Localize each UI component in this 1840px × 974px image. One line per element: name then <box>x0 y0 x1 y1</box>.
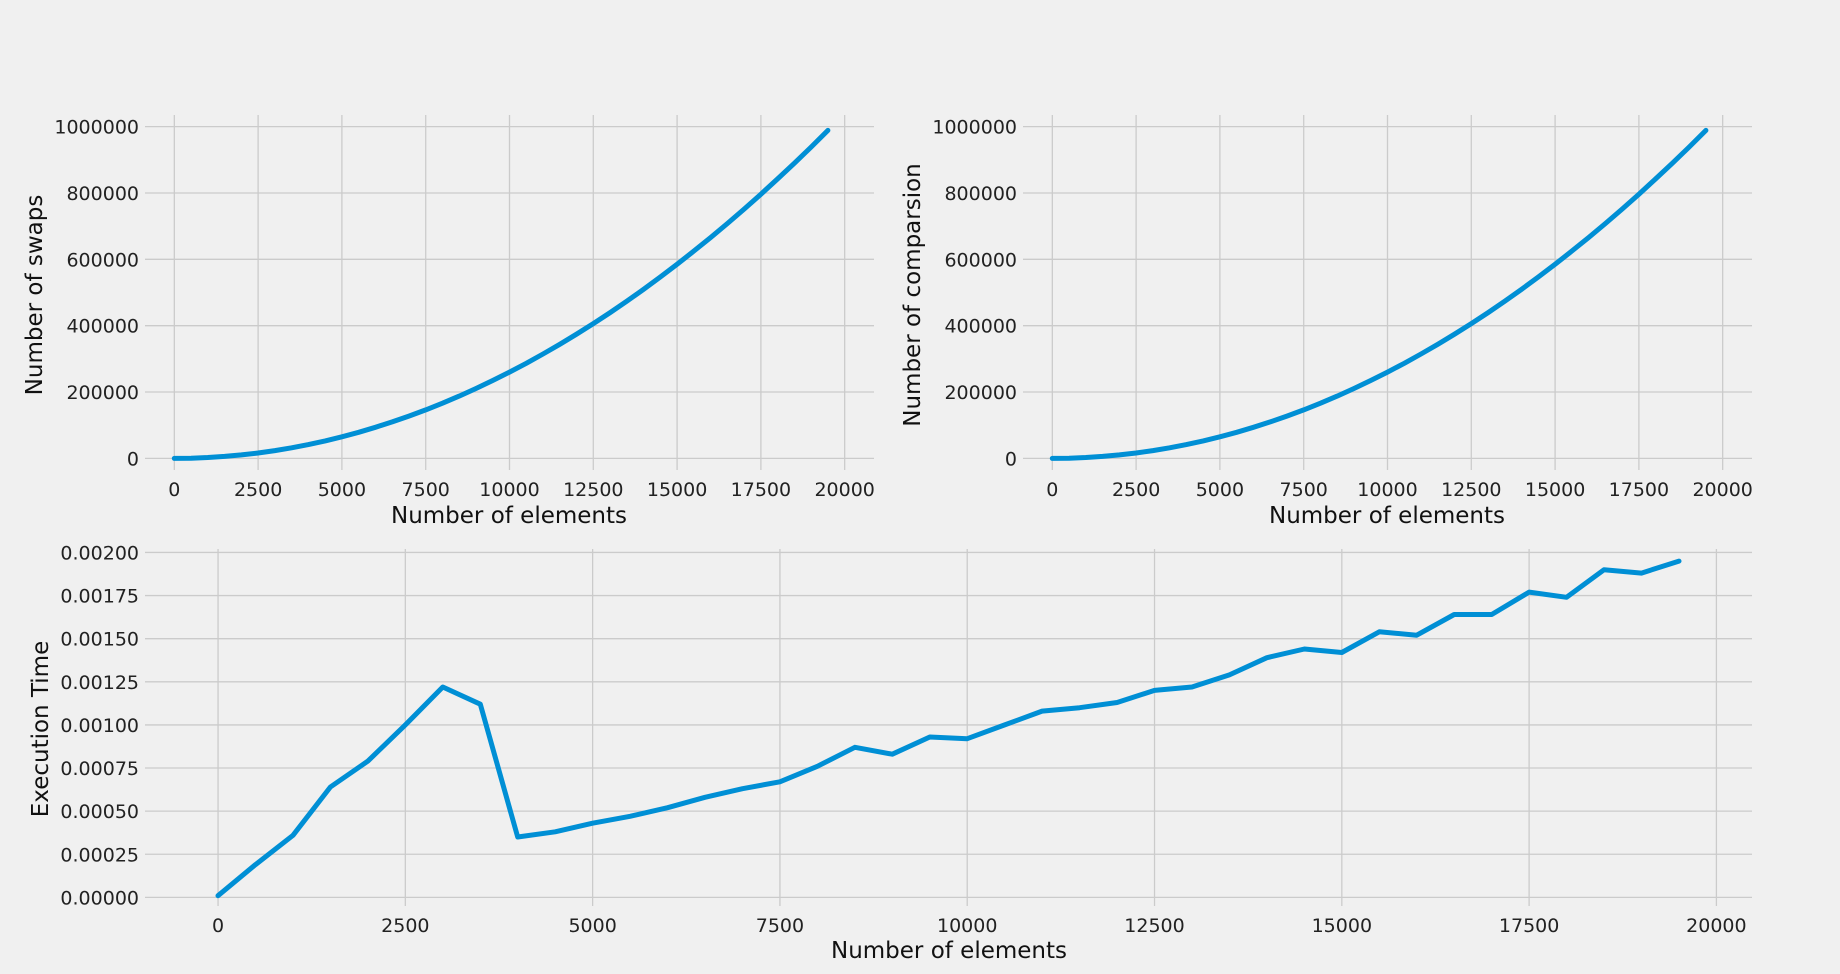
swaps-chart: 0 2500 5000 7500 10000 12500 15000 17500 20000 0… <box>22 115 875 529</box>
swaps-y-tick-label: 0 <box>127 448 139 470</box>
exec-y-tick-label: 0.00150 <box>60 629 139 651</box>
comparisons-x-tick-label: 0 <box>1046 479 1058 501</box>
swaps-y-tick-label: 800000 <box>66 183 139 205</box>
exec-y-tick-label: 0.00175 <box>60 586 139 608</box>
swaps-y-tick-label: 1000000 <box>54 117 139 139</box>
exec-x-tick-label: 10000 <box>937 915 997 937</box>
swaps-x-tick-label: 10000 <box>479 479 539 501</box>
exec-y-tick-label: 0.00200 <box>60 542 139 564</box>
swaps-y-tick-label: 400000 <box>66 316 139 338</box>
swaps-y-tick-label: 600000 <box>66 249 139 271</box>
comparisons-y-tick-label: 400000 <box>944 316 1017 338</box>
comparisons-series-line <box>1049 127 1709 461</box>
exec-x-tick-label: 12500 <box>1124 915 1184 937</box>
comparisons-x-axis-label: Number of elements <box>1269 503 1505 529</box>
comparisons-x-tick-label: 17500 <box>1609 479 1669 501</box>
swaps-x-tick-label: 7500 <box>402 479 450 501</box>
exec-y-axis-label: Execution Time <box>28 641 54 817</box>
comparisons-y-tick-label: 1000000 <box>932 117 1017 139</box>
swaps-series-line <box>171 127 831 461</box>
comparisons-y-axis-label: Number of comparsion <box>900 163 926 426</box>
swaps-x-tick-label: 5000 <box>318 479 366 501</box>
execution-time-chart: 0 2500 5000 7500 10000 12500 15000 17500 20000 0… <box>28 542 1752 964</box>
comparisons-y-tick-label: 600000 <box>944 249 1017 271</box>
exec-x-tick-label: 7500 <box>756 915 804 937</box>
comparisons-chart: 0 2500 5000 7500 10000 12500 15000 17500 20000 0… <box>900 115 1753 529</box>
exec-x-axis-label: Number of elements <box>831 938 1067 964</box>
comparisons-y-tick-label: 0 <box>1005 448 1017 470</box>
swaps-x-tick-label: 0 <box>168 479 180 501</box>
comparisons-x-tick-label: 7500 <box>1280 479 1328 501</box>
exec-x-tick-label: 17500 <box>1499 915 1559 937</box>
exec-x-tick-label: 0 <box>212 915 224 937</box>
swaps-x-tick-label: 20000 <box>814 479 874 501</box>
comparisons-y-tick-label: 200000 <box>944 382 1017 404</box>
swaps-x-axis-label: Number of elements <box>391 503 627 529</box>
comparisons-x-tick-label: 5000 <box>1196 479 1244 501</box>
exec-y-tick-label: 0.00075 <box>60 758 139 780</box>
exec-x-tick-label: 5000 <box>568 915 616 937</box>
comparisons-x-tick-label: 10000 <box>1357 479 1417 501</box>
execution-time-series-line <box>215 558 1682 899</box>
exec-y-tick-label: 0.00025 <box>60 844 139 866</box>
comparisons-x-tick-label: 15000 <box>1525 479 1585 501</box>
swaps-y-axis-label: Number of swaps <box>22 195 48 396</box>
exec-y-tick-label: 0.00125 <box>60 672 139 694</box>
comparisons-x-tick-label: 12500 <box>1441 479 1501 501</box>
swaps-x-tick-label: 17500 <box>731 479 791 501</box>
swaps-x-tick-label: 2500 <box>234 479 282 501</box>
comparisons-x-tick-label: 20000 <box>1692 479 1752 501</box>
exec-y-tick-label: 0.00100 <box>60 715 139 737</box>
comparisons-x-tick-label: 2500 <box>1112 479 1160 501</box>
exec-y-tick-label: 0.00050 <box>60 801 139 823</box>
comparisons-y-tick-label: 800000 <box>944 183 1017 205</box>
exec-x-tick-label: 20000 <box>1686 915 1746 937</box>
exec-x-tick-label: 2500 <box>381 915 429 937</box>
exec-y-tick-label: 0.00000 <box>60 887 139 909</box>
swaps-x-tick-label: 12500 <box>563 479 623 501</box>
exec-x-tick-label: 15000 <box>1312 915 1372 937</box>
swaps-y-tick-label: 200000 <box>66 382 139 404</box>
swaps-x-tick-label: 15000 <box>647 479 707 501</box>
